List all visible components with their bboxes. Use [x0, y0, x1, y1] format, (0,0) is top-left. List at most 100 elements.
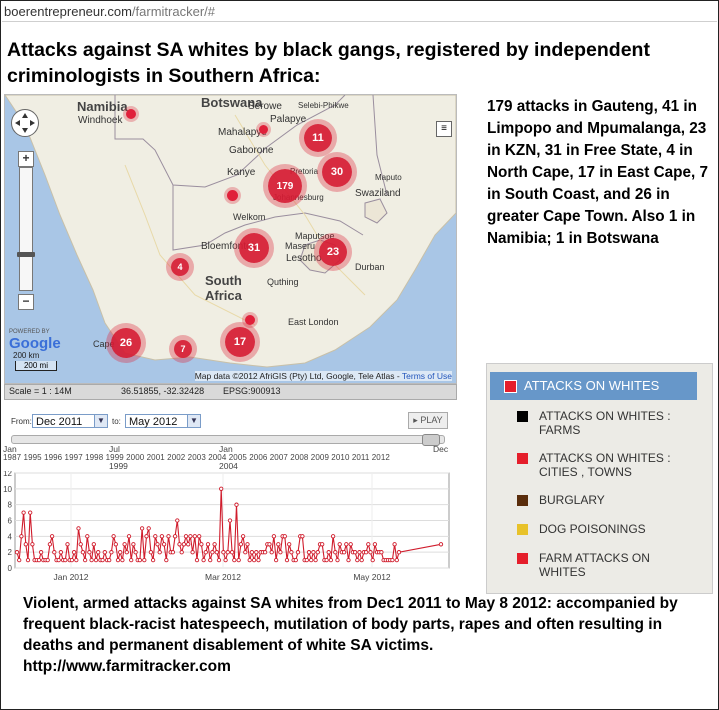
marker-kanye[interactable]: [227, 190, 238, 201]
chart-data-point: [225, 550, 230, 555]
terms-of-use-link[interactable]: Terms of Use: [401, 371, 452, 381]
chart-data-point: [52, 550, 57, 555]
url-host: boerentrepreneur.com: [4, 4, 132, 19]
label-johannesburg: Johannesburg: [273, 193, 324, 202]
chart-data-point: [355, 557, 360, 563]
cluster-south-coast[interactable]: 7: [174, 340, 192, 358]
cluster-cape-town[interactable]: 26: [111, 328, 141, 358]
chart-data-point: [122, 542, 127, 547]
chart-data-point: [194, 557, 200, 563]
chart-data-point: [333, 550, 338, 555]
chart-y-tick-label: 2: [8, 548, 13, 557]
chart-data-point: [271, 534, 277, 539]
chart-data-point: [214, 550, 219, 555]
legend-item-dog-poisonings[interactable]: DOG POISONINGS: [517, 522, 687, 536]
chart-data-point: [324, 557, 329, 563]
marker-botswana[interactable]: [259, 125, 268, 134]
chart-data-point: [85, 534, 90, 539]
chart-data-point: [366, 542, 371, 547]
time-slider[interactable]: [11, 434, 445, 446]
chart-data-point: [269, 550, 274, 555]
cluster-north-cape[interactable]: 4: [171, 258, 189, 276]
chart-data-point: [69, 557, 75, 563]
chart-data-point: [256, 557, 261, 563]
chart-data-point: [370, 557, 375, 563]
chart-x-tick-label: May 2012: [353, 572, 391, 582]
cluster-mpumalanga[interactable]: 30: [322, 157, 352, 187]
from-select[interactable]: Dec 2011 ▼: [32, 414, 108, 428]
farmitracker-link[interactable]: http://www.farmitracker.com: [23, 658, 231, 675]
chart-data-point: [346, 557, 351, 563]
legend-item-burglary[interactable]: BURGLARY: [517, 493, 687, 507]
chart-data-point: [161, 542, 167, 547]
zoom-slider-handle[interactable]: [17, 252, 35, 257]
chart-data-point: [328, 557, 334, 563]
chart-data-point: [238, 542, 244, 547]
chart-data-point: [379, 550, 384, 555]
scale-readout: Scale = 1 : 14M: [9, 386, 72, 396]
map-credit: Map data ©2012 AfriGIS (Pty) Ltd, Google…: [194, 371, 452, 381]
zoom-slider[interactable]: [17, 167, 35, 291]
chart-data-point: [155, 542, 160, 547]
legend-item-farms[interactable]: ATTACKS ON WHITES : FARMS: [517, 409, 687, 437]
to-select[interactable]: May 2012 ▼: [125, 414, 201, 428]
cluster-gauteng[interactable]: 179: [268, 169, 302, 203]
zoom-out-button[interactable]: −: [18, 294, 34, 310]
chart-data-point: [124, 550, 129, 555]
chart-data-point: [65, 542, 70, 547]
chart-data-point: [183, 534, 189, 539]
chart-data-point: [172, 534, 178, 539]
pan-control[interactable]: [11, 109, 39, 137]
address-bar[interactable]: boerentrepreneur.com/farmitracker/#: [2, 2, 717, 22]
chart-data-point: [203, 550, 208, 555]
tl-mid-2: 2004: [219, 461, 238, 471]
legend-item-farm-attacks[interactable]: FARM ATTACKS ON WHITES: [517, 551, 667, 579]
label-palapye: Palapye: [270, 114, 307, 125]
tl-top-1: Jul: [109, 444, 120, 454]
chart-data-point: [229, 550, 235, 555]
legend-swatch-farms: [517, 411, 528, 422]
chart-data-point: [232, 557, 237, 563]
chart-data-point: [205, 542, 211, 547]
chart-y-tick-label: 8: [8, 501, 13, 510]
epsg-readout: EPSG:900913: [223, 386, 281, 396]
url-path: /farmitracker/#: [131, 4, 215, 19]
chart-data-point: [192, 534, 197, 539]
legend-header[interactable]: ATTACKS ON WHITES: [490, 372, 697, 400]
marker-namibia[interactable]: [126, 109, 136, 119]
chart-y-tick-label: 12: [3, 471, 12, 478]
chart-data-point: [197, 534, 202, 539]
cluster-east-cape[interactable]: 17: [225, 327, 255, 357]
tl-mid-1: 1999: [109, 461, 128, 471]
chart-data-point: [254, 550, 259, 555]
cluster-limpopo[interactable]: 11: [304, 124, 332, 152]
chart-data-point: [87, 550, 92, 555]
chart-data-point: [267, 542, 272, 547]
chart-data-point: [144, 534, 149, 539]
chart-data-point: [293, 557, 298, 563]
cluster-free-state[interactable]: 31: [239, 233, 269, 263]
label-maputsoe: Maputsoe: [295, 231, 335, 241]
attacks-map[interactable]: Namibia Botswana Windhoek Serowe Selebi-…: [4, 94, 457, 384]
layers-icon[interactable]: ≡: [436, 121, 452, 137]
chart-y-tick-label: 4: [8, 532, 13, 541]
chart-data-point: [74, 557, 79, 563]
chart-data-point: [96, 550, 101, 555]
zoom-in-button[interactable]: +: [18, 151, 34, 167]
chart-data-point: [287, 542, 292, 547]
legend-item-cities[interactable]: ATTACKS ON WHITES : CITIES , TOWNS: [517, 451, 687, 479]
chart-data-point: [394, 557, 399, 563]
play-button[interactable]: ▸ PLAY: [408, 412, 448, 429]
chart-data-point: [115, 557, 121, 563]
chart-data-point: [23, 542, 28, 547]
chart-data-point: [330, 534, 336, 539]
chart-data-point: [368, 550, 373, 555]
time-slider-handle[interactable]: [422, 434, 440, 446]
chart-data-point: [142, 557, 147, 563]
cluster-kzn[interactable]: 23: [319, 238, 347, 266]
marker-east-cape-small[interactable]: [245, 315, 255, 325]
legend-label-dog-poisonings: DOG POISONINGS: [539, 522, 646, 536]
from-label: From:: [11, 417, 32, 426]
chart-data-point: [164, 557, 169, 563]
chart-data-point: [175, 518, 180, 523]
